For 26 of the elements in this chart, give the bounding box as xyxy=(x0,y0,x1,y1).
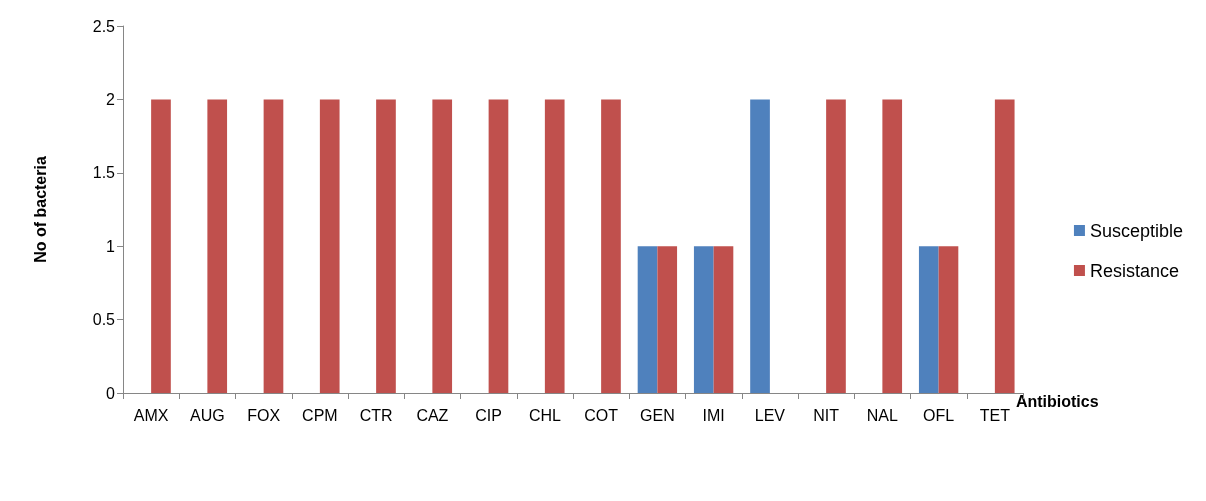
y-tick-label: 1.5 xyxy=(92,164,116,182)
legend-label: Susceptible xyxy=(1089,220,1183,241)
x-tick-label: NAL xyxy=(866,406,899,424)
y-tick-label: 0.5 xyxy=(92,311,116,329)
y-tick-label: 2 xyxy=(106,90,116,108)
x-tick-label: OFL xyxy=(923,406,955,424)
x-tick-label: CTR xyxy=(359,406,393,424)
x-tick-label: AUG xyxy=(190,406,225,424)
legend-label: Resistance xyxy=(1089,260,1179,281)
x-tick-label: TET xyxy=(979,406,1011,424)
y-axis-title: No of bacteria xyxy=(31,156,49,263)
x-tick-label: COT xyxy=(584,406,619,424)
y-tick-label: 1 xyxy=(106,237,116,255)
x-tick-label: CIP xyxy=(475,406,502,424)
x-tick-label: NIT xyxy=(813,406,840,424)
x-axis-title: Antibiotics xyxy=(1015,392,1099,410)
x-tick-label: CHL xyxy=(528,406,561,424)
y-tick-label: 0 xyxy=(106,384,116,402)
x-tick-label: FOX xyxy=(247,406,281,424)
y-tick-label: 2.5 xyxy=(92,17,116,35)
x-tick-label: AMX xyxy=(133,406,169,424)
x-tick-label: IMI xyxy=(702,406,725,424)
x-tick-label: CPM xyxy=(302,406,338,424)
x-tick-label: LEV xyxy=(754,406,786,424)
x-tick-label: GEN xyxy=(640,406,675,424)
x-tick-label: CAZ xyxy=(416,406,449,424)
